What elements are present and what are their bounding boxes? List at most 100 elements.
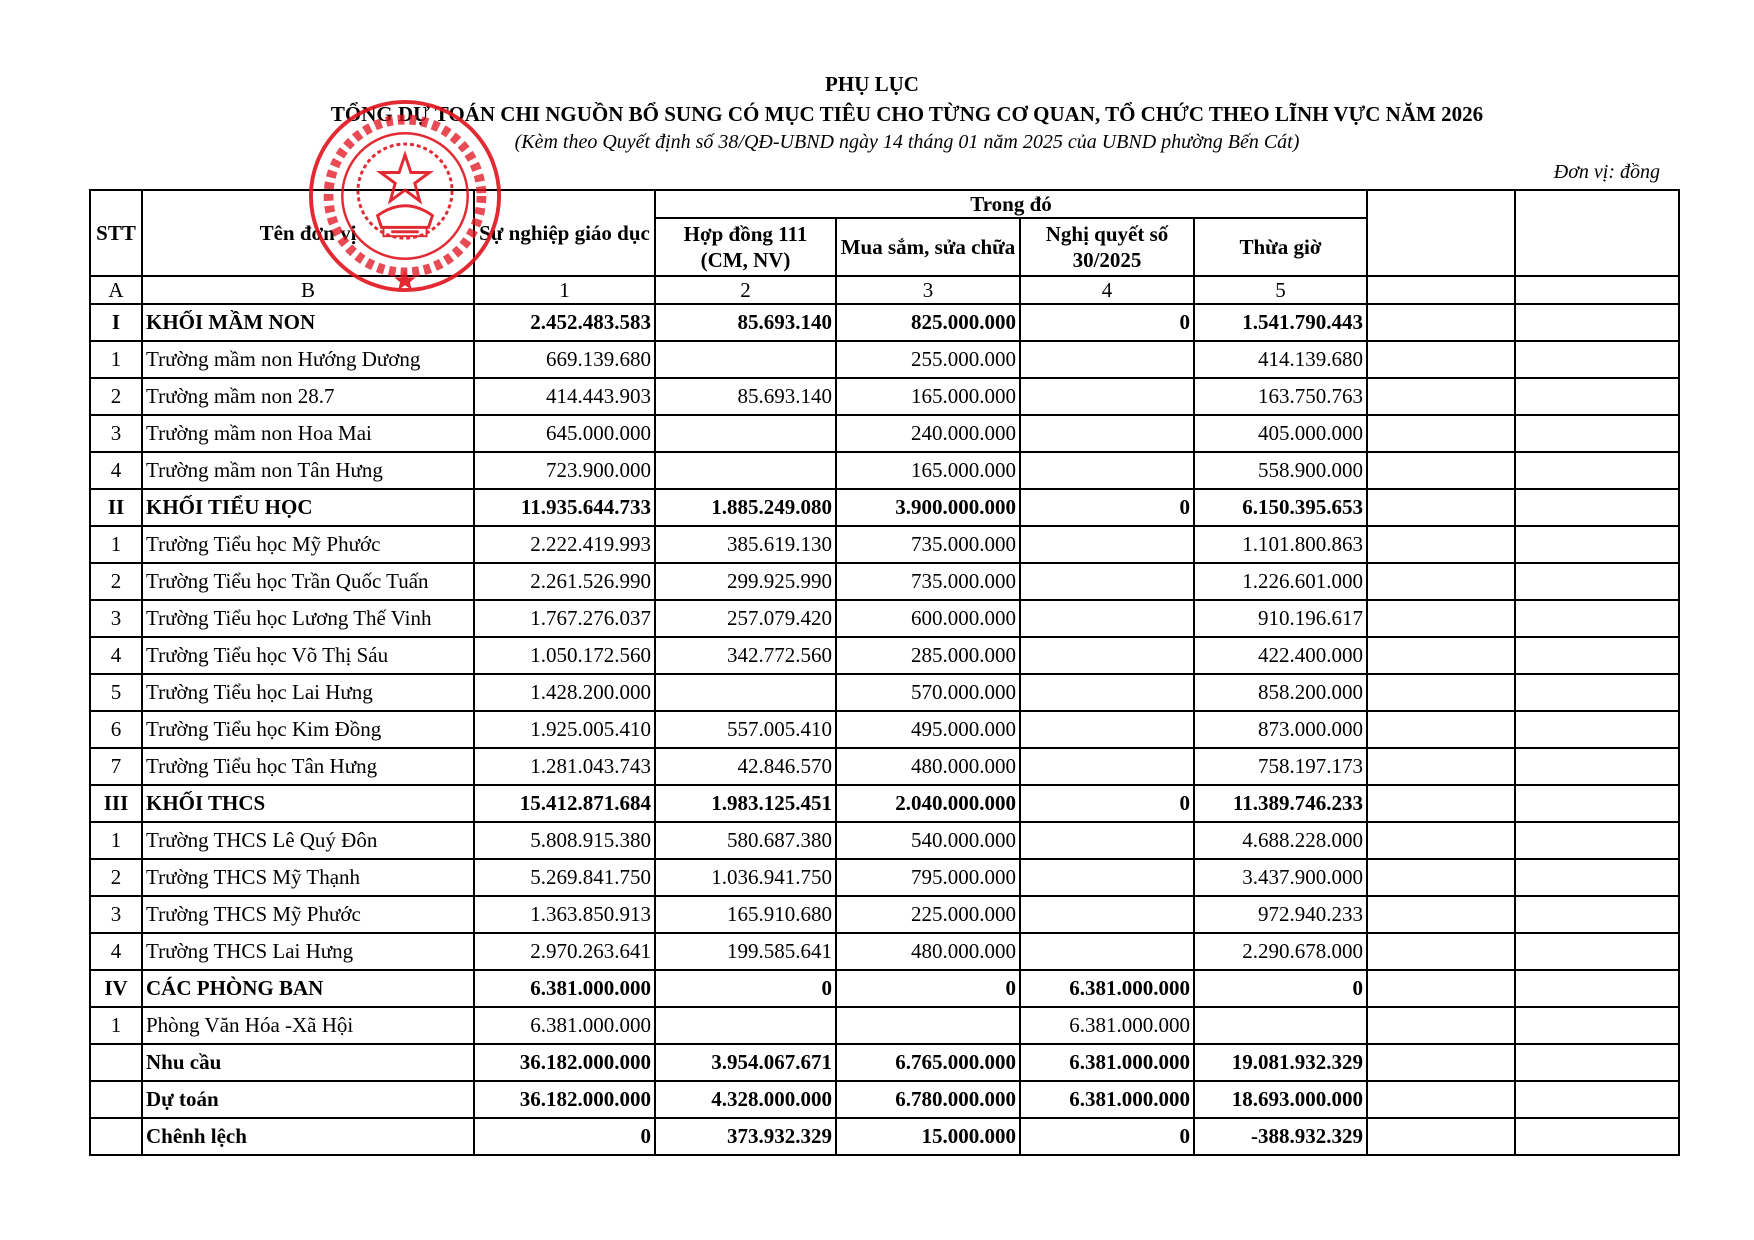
cell-value-3: 15.000.000: [835, 1117, 1021, 1156]
cell-value-1: 723.900.000: [473, 451, 656, 490]
cell-value-1: 1.281.043.743: [473, 747, 656, 786]
cell-empty: [1366, 303, 1516, 342]
cell-value-4: [1019, 340, 1195, 379]
cell-empty: [1366, 747, 1516, 786]
cell-value-1: 1.925.005.410: [473, 710, 656, 749]
cell-value-5: 758.197.173: [1193, 747, 1368, 786]
header-name: Tên đơn vị: [141, 189, 475, 277]
cell-value-4: [1019, 747, 1195, 786]
cell-value-3: 480.000.000: [835, 747, 1021, 786]
cell-value-1: 36.182.000.000: [473, 1043, 656, 1082]
table-row: 4 Trường mầm non Tân Hưng 723.900.000 165.0…: [89, 451, 1680, 490]
cell-value-3: 165.000.000: [835, 377, 1021, 416]
table-row: 2 Trường Tiểu học Trần Quốc Tuấn 2.261.526…: [89, 562, 1680, 601]
table-row: 6 Trường Tiểu học Kim Đồng 1.925.005.410 55…: [89, 710, 1680, 749]
cell-value-1: 1.050.172.560: [473, 636, 656, 675]
cell-value-3: 285.000.000: [835, 636, 1021, 675]
cell-value-5: 1.541.790.443: [1193, 303, 1368, 342]
cell-name: Chênh lệch: [141, 1117, 475, 1156]
table-row: 4 Trường Tiểu học Võ Thị Sáu 1.050.172.560…: [89, 636, 1680, 675]
index-cell: [1366, 275, 1516, 305]
cell-empty: [1366, 1043, 1516, 1082]
cell-value-4: [1019, 525, 1195, 564]
cell-empty: [1366, 340, 1516, 379]
cell-name: Nhu cầu: [141, 1043, 475, 1082]
cell-name: Trường THCS Lai Hưng: [141, 932, 475, 971]
cell-value-4: 6.381.000.000: [1019, 969, 1195, 1008]
header-empty-1: [1366, 189, 1516, 277]
cell-value-4: [1019, 932, 1195, 971]
cell-value-2: 42.846.570: [654, 747, 837, 786]
table-row: 2 Trường THCS Mỹ Thạnh 5.269.841.750 1.036.…: [89, 858, 1680, 897]
cell-empty: [1366, 932, 1516, 971]
cell-name: Trường Tiểu học Tân Hưng: [141, 747, 475, 786]
cell-value-1: 669.139.680: [473, 340, 656, 379]
cell-empty: [1366, 636, 1516, 675]
cell-value-2: 342.772.560: [654, 636, 837, 675]
header-col4: Nghị quyết số 30/2025: [1019, 217, 1195, 277]
cell-name: Trường mầm non Hướng Dương: [141, 340, 475, 379]
cell-value-1: 645.000.000: [473, 414, 656, 453]
cell-value-3: 735.000.000: [835, 562, 1021, 601]
cell-empty: [1366, 414, 1516, 453]
cell-empty: [1366, 673, 1516, 712]
cell-empty: [1514, 377, 1680, 416]
cell-name: KHỐI TIỂU HỌC: [141, 488, 475, 527]
cell-stt: 2: [89, 377, 143, 416]
cell-value-5: 19.081.932.329: [1193, 1043, 1368, 1082]
cell-value-5: 405.000.000: [1193, 414, 1368, 453]
cell-stt: IV: [89, 969, 143, 1008]
table-row: 1 Trường THCS Lê Quý Đôn 5.808.915.380 580.…: [89, 821, 1680, 860]
cell-name: Trường Tiểu học Lai Hưng: [141, 673, 475, 712]
document-subtitle: TỔNG DỰ TOÁN CHI NGUỒN BỔ SUNG CÓ MỤC TI…: [330, 102, 1484, 126]
cell-empty: [1514, 562, 1680, 601]
cell-value-2: 385.619.130: [654, 525, 837, 564]
index-cell: 1: [473, 275, 656, 305]
cell-value-4: [1019, 821, 1195, 860]
cell-value-1: 5.269.841.750: [473, 858, 656, 897]
cell-value-4: 6.381.000.000: [1019, 1080, 1195, 1119]
cell-value-4: [1019, 636, 1195, 675]
cell-value-4: [1019, 858, 1195, 897]
cell-value-5: 1.226.601.000: [1193, 562, 1368, 601]
cell-value-2: [654, 1006, 837, 1045]
cell-empty: [1514, 932, 1680, 971]
cell-stt: [89, 1117, 143, 1156]
cell-stt: 1: [89, 1006, 143, 1045]
cell-empty: [1514, 969, 1680, 1008]
cell-value-3: 735.000.000: [835, 525, 1021, 564]
index-cell: 5: [1193, 275, 1368, 305]
cell-stt: 2: [89, 562, 143, 601]
cell-stt: 3: [89, 414, 143, 453]
cell-value-5: 873.000.000: [1193, 710, 1368, 749]
index-cell: 4: [1019, 275, 1195, 305]
cell-value-5: 1.101.800.863: [1193, 525, 1368, 564]
cell-value-5: 3.437.900.000: [1193, 858, 1368, 897]
cell-value-3: 6.780.000.000: [835, 1080, 1021, 1119]
cell-value-2: 199.585.641: [654, 932, 837, 971]
cell-value-1: 6.381.000.000: [473, 1006, 656, 1045]
cell-empty: [1366, 562, 1516, 601]
cell-value-2: 1.983.125.451: [654, 784, 837, 823]
table-row: 3 Trường Tiểu học Lương Thế Vinh 1.767.276…: [89, 599, 1680, 638]
document-title: PHỤ LỤC: [825, 72, 919, 96]
cell-name: Trường mầm non Tân Hưng: [141, 451, 475, 490]
index-cell: [1514, 275, 1680, 305]
table-row-summary: Nhu cầu 36.182.000.000 3.954.067.671 6.765.…: [89, 1043, 1680, 1082]
cell-stt: 4: [89, 932, 143, 971]
cell-stt: 6: [89, 710, 143, 749]
cell-name: Trường THCS Mỹ Phước: [141, 895, 475, 934]
cell-name: Trường Tiểu học Kim Đồng: [141, 710, 475, 749]
table-row-summary: III KHỐI THCS 15.412.871.684 1.983.125.451 2…: [89, 784, 1680, 823]
cell-empty: [1514, 710, 1680, 749]
cell-value-3: 240.000.000: [835, 414, 1021, 453]
cell-value-1: 5.808.915.380: [473, 821, 656, 860]
cell-empty: [1514, 895, 1680, 934]
cell-value-1: 36.182.000.000: [473, 1080, 656, 1119]
table-row-summary: Chênh lệch 0 373.932.329 15.000.000 0 -388.93…: [89, 1117, 1680, 1156]
cell-empty: [1514, 451, 1680, 490]
cell-value-4: [1019, 895, 1195, 934]
cell-value-1: 1.767.276.037: [473, 599, 656, 638]
cell-name: KHỐI THCS: [141, 784, 475, 823]
cell-value-3: 795.000.000: [835, 858, 1021, 897]
